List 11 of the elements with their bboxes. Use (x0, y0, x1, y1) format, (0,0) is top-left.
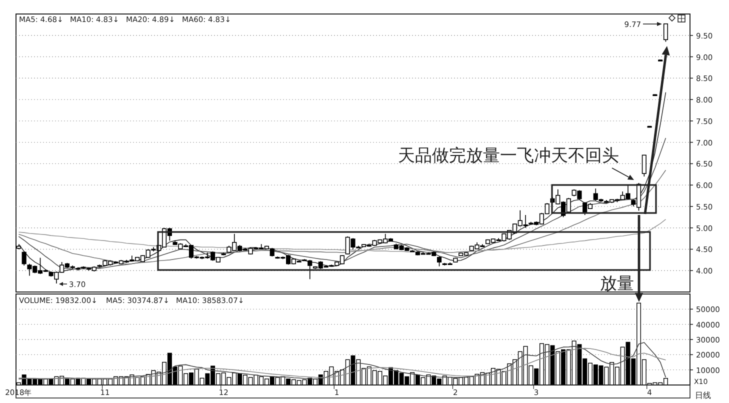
candlestick (663, 23, 668, 42)
annotation: 天品做完放量一飞冲天不回头 (398, 146, 619, 166)
annotation: 放量 (600, 274, 634, 294)
candlestick (22, 250, 26, 266)
line-series (18, 348, 666, 379)
line-series (18, 170, 666, 265)
line-series (18, 218, 666, 254)
candlestick (642, 154, 646, 177)
candlestick (436, 256, 442, 267)
text: 日线 (695, 391, 711, 400)
line-series (18, 342, 666, 380)
